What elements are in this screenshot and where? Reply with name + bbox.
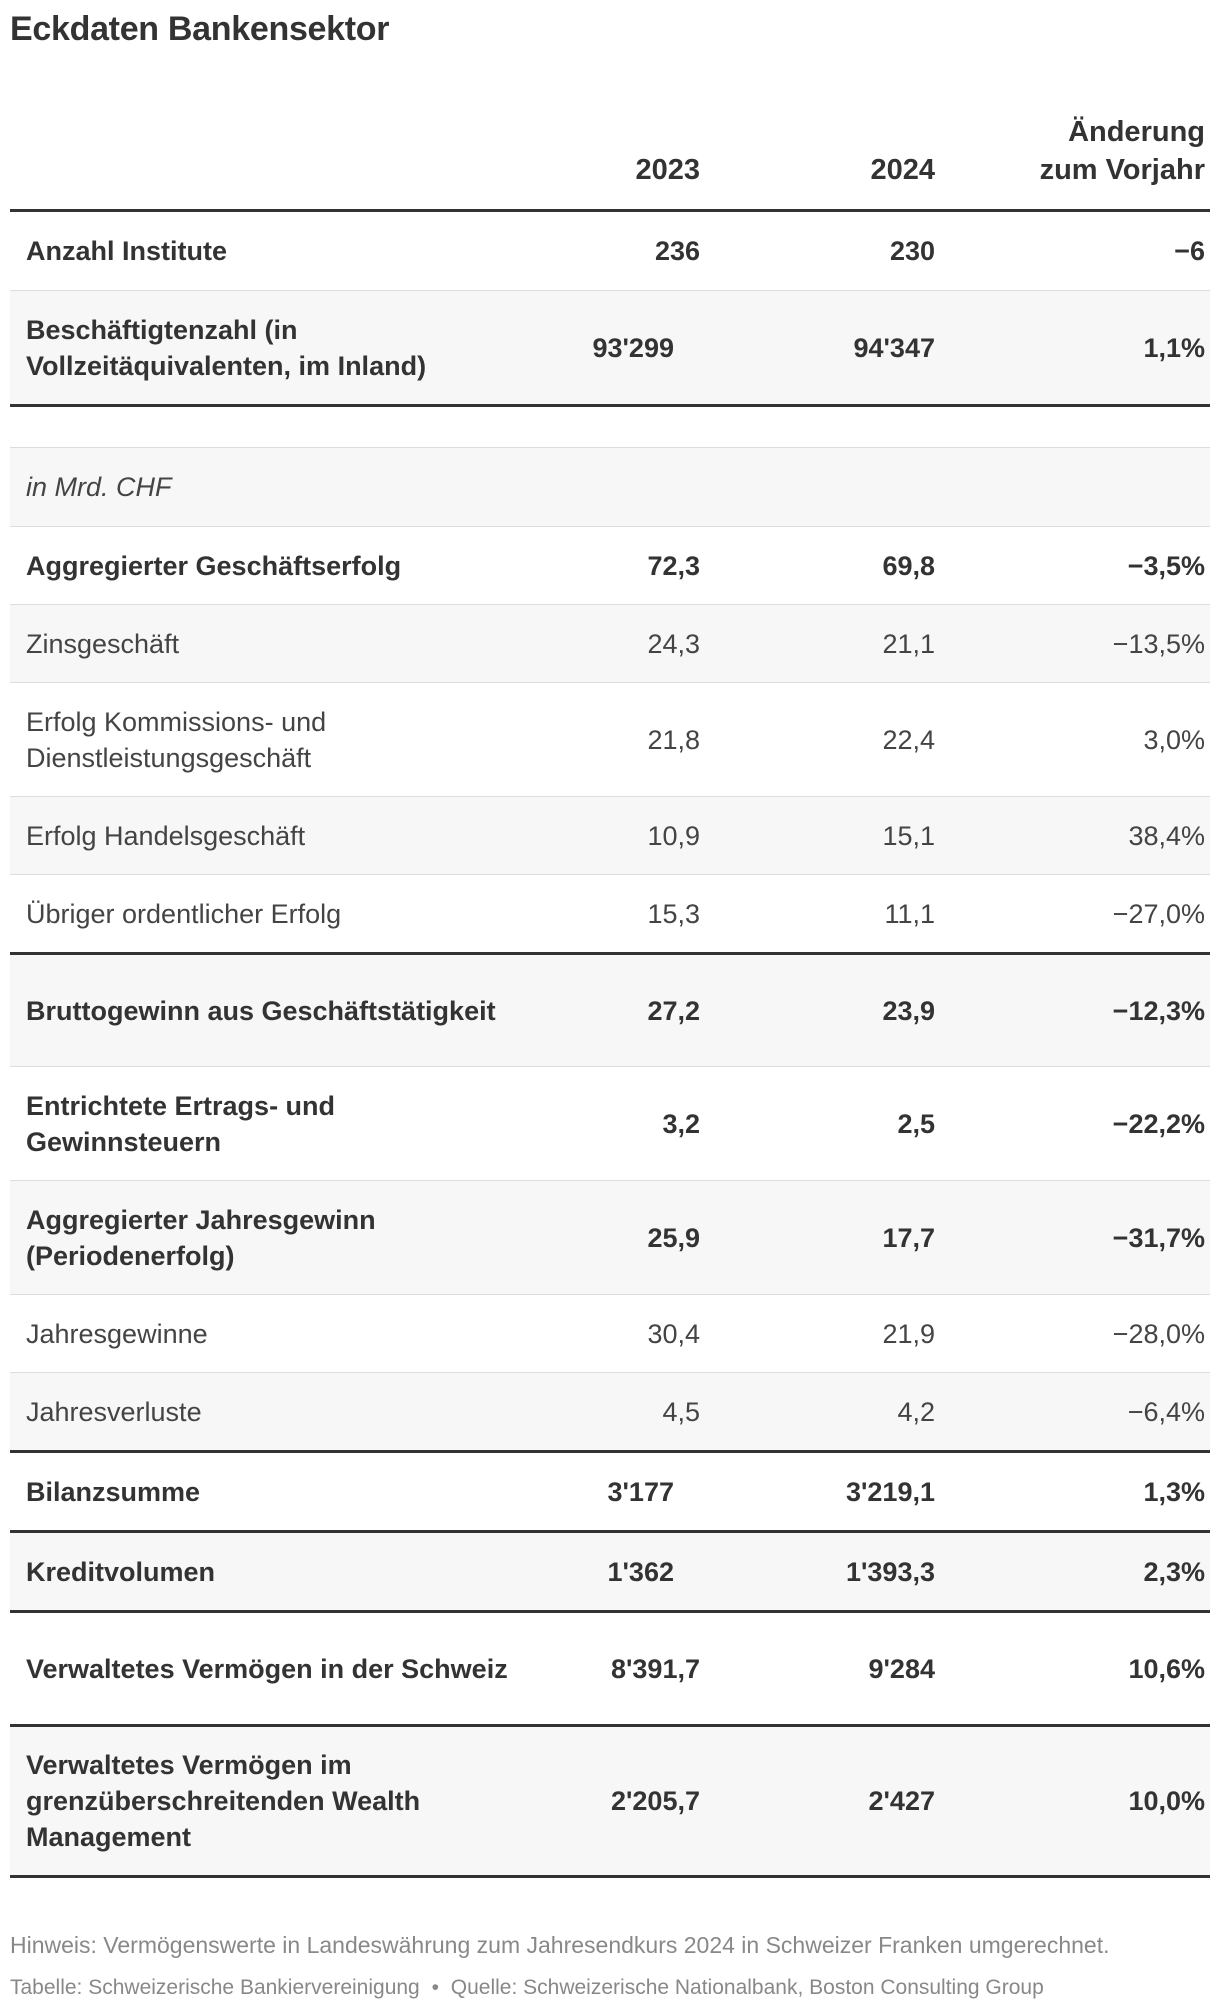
bullet-separator: • xyxy=(431,1976,439,1999)
value-2023: 10,9 xyxy=(647,820,700,851)
table-row: Anzahl Institute 236 230 −6 xyxy=(10,212,1210,290)
header-2024: 2024 xyxy=(870,154,935,186)
footer-note: Hinweis: Vermögenswerte in Landeswährung… xyxy=(10,1932,1110,1958)
value-change: 3,0% xyxy=(1143,724,1205,755)
header-change-line2: zum Vorjahr xyxy=(1039,154,1205,186)
header-2023: 2023 xyxy=(635,154,700,186)
table-header: 2023 2024 Änderung zum Vorjahr xyxy=(10,100,1210,212)
section-spacer xyxy=(10,404,1210,448)
table-row: Bilanzsumme 3'177 3'219,1 1,3% xyxy=(10,1450,1210,1530)
value-2023: 30,4 xyxy=(647,1318,700,1349)
value-2023: 4,5 xyxy=(662,1396,700,1427)
value-change: 10,0% xyxy=(1128,1786,1205,1816)
value-change: −31,7% xyxy=(1112,1222,1205,1253)
value-change: 1,3% xyxy=(1143,1476,1205,1507)
value-2024: 69,8 xyxy=(882,550,935,581)
row-label: Erfolg Kommissions- und Dienstleistungsg… xyxy=(26,706,327,773)
value-2023: 2'205,7 xyxy=(610,1786,700,1816)
value-change: −13,5% xyxy=(1112,628,1205,659)
header-change-line1: Änderung xyxy=(1068,116,1205,148)
value-2023: 8'391,7 xyxy=(610,1653,700,1684)
unit-label: in Mrd. CHF xyxy=(26,472,172,502)
value-2023: 27,2 xyxy=(647,995,700,1026)
value-change: −3,5% xyxy=(1127,550,1205,581)
table-row: Erfolg Kommissions- und Dienstleistungsg… xyxy=(10,682,1210,796)
value-change: 2,3% xyxy=(1143,1556,1205,1587)
row-label: Verwaltetes Vermögen im grenzüberschreit… xyxy=(26,1750,421,1852)
table-row: Aggregierter Jahresgewinn (Periodenerfol… xyxy=(10,1180,1210,1294)
value-change: −6,4% xyxy=(1127,1396,1205,1427)
value-2023: 15,3 xyxy=(647,898,700,929)
value-2024: 2'427 xyxy=(868,1786,936,1816)
value-2024: 1'393,3 xyxy=(845,1556,935,1587)
table-row: Verwaltetes Vermögen in der Schweiz 8'39… xyxy=(10,1610,1210,1724)
value-change: −27,0% xyxy=(1112,898,1205,929)
value-change: −12,3% xyxy=(1112,995,1205,1026)
value-2024: 9'284 xyxy=(868,1653,936,1684)
row-label: Erfolg Handelsgeschäft xyxy=(26,820,306,851)
row-label: Beschäftigtenzahl (in Vollzeitäquivalent… xyxy=(26,314,427,381)
row-label: Kreditvolumen xyxy=(26,1556,216,1587)
row-label: Anzahl Institute xyxy=(26,236,227,266)
table-row: Aggregierter Geschäftserfolg 72,3 69,8 −… xyxy=(10,526,1210,604)
table-row: Erfolg Handelsgeschäft 10,9 15,1 38,4% xyxy=(10,796,1210,874)
value-2023: 21,8 xyxy=(647,724,700,755)
page-title: Eckdaten Bankensektor xyxy=(10,10,390,48)
row-label: Jahresgewinne xyxy=(26,1318,208,1349)
value-2023: 3'177 xyxy=(607,1476,675,1507)
row-label: Bruttogewinn aus Geschäftstätigkeit xyxy=(26,995,496,1026)
table-row: Kreditvolumen 1'362 1'393,3 2,3% xyxy=(10,1530,1210,1610)
table-row: Beschäftigtenzahl (in Vollzeitäquivalent… xyxy=(10,290,1210,404)
row-label: Bilanzsumme xyxy=(26,1476,201,1507)
value-change: 1,1% xyxy=(1143,332,1205,363)
table-row: Zinsgeschäft 24,3 21,1 −13,5% xyxy=(10,604,1210,682)
value-2024: 94'347 xyxy=(853,332,935,363)
row-label: Jahresverluste xyxy=(26,1396,202,1427)
value-2024: 3'219,1 xyxy=(845,1476,935,1507)
value-2024: 17,7 xyxy=(882,1222,935,1253)
value-2023: 72,3 xyxy=(647,550,700,581)
value-2024: 15,1 xyxy=(882,820,935,851)
value-2023: 93'299 xyxy=(592,332,674,363)
table-row: Verwaltetes Vermögen im grenzüberschreit… xyxy=(10,1724,1210,1878)
value-change: −22,2% xyxy=(1112,1108,1205,1139)
value-2023: 25,9 xyxy=(647,1222,700,1253)
unit-row: in Mrd. CHF xyxy=(10,448,1210,526)
row-label: Verwaltetes Vermögen in der Schweiz xyxy=(26,1653,508,1684)
value-2024: 23,9 xyxy=(882,995,935,1026)
row-label: Aggregierter Jahresgewinn (Periodenerfol… xyxy=(26,1204,376,1271)
value-2024: 2,5 xyxy=(897,1108,935,1139)
row-label: Entrichtete Ertrags- und Gewinnsteuern xyxy=(26,1090,336,1157)
value-2024: 230 xyxy=(889,236,935,266)
table-credit: Tabelle: Schweizerische Bankiervereinigu… xyxy=(10,1976,420,1999)
value-2023: 236 xyxy=(654,236,700,266)
row-label: Zinsgeschäft xyxy=(26,628,180,659)
table-row: Bruttogewinn aus Geschäftstätigkeit 27,2… xyxy=(10,952,1210,1066)
value-2024: 11,1 xyxy=(884,898,935,929)
header-change: Änderung zum Vorjahr xyxy=(935,113,1205,189)
value-2023: 1'362 xyxy=(607,1556,675,1587)
row-label: Aggregierter Geschäftserfolg xyxy=(26,550,402,581)
row-label: Übriger ordentlicher Erfolg xyxy=(26,898,342,929)
value-change: −28,0% xyxy=(1112,1318,1205,1349)
footer: Hinweis: Vermögenswerte in Landeswährung… xyxy=(10,1928,1210,2004)
value-2023: 3,2 xyxy=(662,1108,700,1139)
value-change: 38,4% xyxy=(1128,820,1205,851)
data-table: 2023 2024 Änderung zum Vorjahr Anzahl In… xyxy=(10,100,1210,1878)
table-row: Jahresverluste 4,5 4,2 −6,4% xyxy=(10,1372,1210,1450)
table-row: Übriger ordentlicher Erfolg 15,3 11,1 −2… xyxy=(10,874,1210,952)
value-change: 10,6% xyxy=(1128,1653,1205,1684)
value-2024: 22,4 xyxy=(882,724,935,755)
footer-source-line: Tabelle: Schweizerische Bankiervereinigu… xyxy=(10,1972,1210,2004)
value-2024: 21,1 xyxy=(882,628,935,659)
value-change: −6 xyxy=(1174,236,1205,266)
table-row: Entrichtete Ertrags- und Gewinnsteuern 3… xyxy=(10,1066,1210,1180)
value-2023: 24,3 xyxy=(647,628,700,659)
value-2024: 4,2 xyxy=(897,1396,935,1427)
source-credit: Quelle: Schweizerische Nationalbank, Bos… xyxy=(450,1976,1044,1999)
value-2024: 21,9 xyxy=(882,1318,935,1349)
table-row: Jahresgewinne 30,4 21,9 −28,0% xyxy=(10,1294,1210,1372)
